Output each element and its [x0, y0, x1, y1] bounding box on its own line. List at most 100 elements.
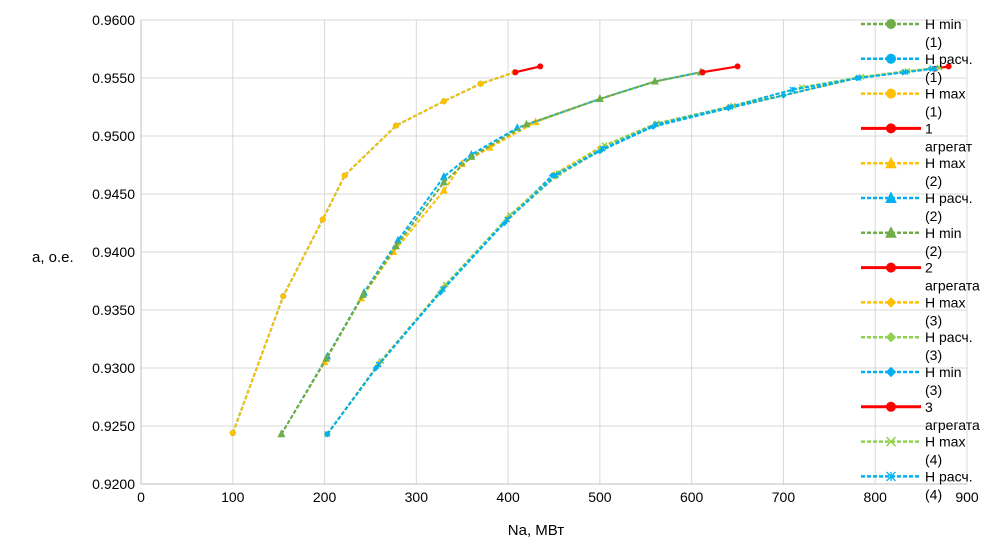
data-point [322, 354, 331, 362]
legend-label: H max [925, 294, 965, 310]
legend-marker [886, 88, 896, 99]
legend-label: H расч. [925, 51, 973, 67]
series-6 [277, 67, 705, 438]
data-point [855, 75, 862, 81]
legend-label: 2 [925, 260, 933, 276]
legend-label: H max [925, 434, 965, 450]
data-point [440, 177, 448, 186]
legend-label: (3) [925, 347, 942, 363]
x-tick-label: 0 [137, 489, 145, 505]
x-tick-label: 900 [955, 489, 979, 505]
legend-label: H min [925, 225, 962, 241]
legend-label: агрегат [925, 138, 973, 154]
data-point [439, 286, 446, 293]
legend-label: (1) [925, 69, 942, 85]
data-point [341, 172, 348, 179]
x-tick-label: 800 [864, 489, 888, 505]
x-tick-label: 500 [588, 489, 612, 505]
data-point [375, 361, 382, 368]
legend-marker [886, 401, 896, 412]
data-point [229, 429, 236, 436]
legend-marker [885, 191, 897, 203]
legend-entry: H min (3) [861, 364, 962, 398]
legend-entry: H расч. (3) [861, 329, 973, 363]
legend-label: (4) [925, 486, 942, 502]
legend-entry: H max (4) [861, 434, 965, 468]
y-axis-title: a, o.e. [32, 249, 74, 266]
legend-marker [885, 226, 897, 238]
data-point [440, 98, 447, 105]
legend-label: агрегата [925, 278, 980, 294]
series-line [231, 71, 515, 434]
legend-label: (3) [925, 312, 942, 328]
legend-entry: H расч. (2) [861, 190, 973, 224]
data-point [651, 76, 659, 85]
data-point [552, 172, 559, 179]
legend-label: (2) [925, 243, 942, 259]
y-tick-label: 0.9600 [92, 12, 135, 28]
y-tick-label: 0.9550 [92, 70, 135, 86]
legend-entry: 3 агрегата [861, 399, 980, 433]
y-tick-label: 0.9200 [92, 476, 135, 492]
y-tick-label: 0.9450 [92, 186, 135, 202]
data-point [945, 63, 952, 70]
data-point [734, 63, 741, 70]
legend-label: (1) [925, 34, 942, 50]
legend-label: (2) [925, 208, 942, 224]
y-tick-label: 0.9400 [92, 244, 135, 260]
data-point [727, 104, 734, 110]
legend-label: 1 [925, 120, 933, 136]
data-point [504, 216, 511, 223]
data-point [477, 80, 484, 87]
legend-entry: 2 агрегата [861, 260, 980, 294]
data-point [440, 185, 448, 194]
data-point [596, 94, 604, 102]
y-tick-label: 0.9350 [92, 302, 135, 318]
data-point [789, 86, 796, 93]
data-point [324, 431, 331, 438]
legend-marker [885, 297, 897, 308]
legend-label: H расч. [925, 329, 973, 345]
legend-entry: H min (1) [861, 16, 962, 50]
legend-entry: H расч. (4) [861, 468, 973, 502]
data-point [652, 121, 659, 128]
legend-label: H расч. [925, 468, 973, 484]
data-point [936, 64, 943, 71]
data-point [467, 152, 476, 160]
data-point [512, 69, 519, 76]
data-point [359, 290, 367, 298]
legend-marker [886, 262, 896, 273]
legend-entry: H max (2) [861, 155, 965, 189]
data-point [537, 63, 544, 70]
x-tick-label: 300 [405, 489, 429, 505]
y-tick-label: 0.9250 [92, 418, 135, 434]
series-line [280, 71, 701, 435]
legend-marker [885, 331, 897, 343]
legend-marker [886, 19, 896, 29]
data-point [699, 69, 706, 76]
series-13 [324, 65, 938, 438]
y-tick-label: 0.9300 [92, 360, 135, 376]
data-point [522, 119, 531, 128]
legend-marker [885, 436, 897, 447]
data-point [392, 241, 400, 250]
legend-marker [886, 123, 896, 134]
series-line [515, 65, 541, 74]
legend-marker [885, 156, 897, 169]
legend-label: H max [925, 155, 965, 171]
x-tick-label: 600 [680, 489, 704, 505]
legend-label: H min [925, 364, 962, 380]
legend-label: (1) [925, 104, 942, 120]
series-line [702, 65, 738, 74]
legend-entry: H min (2) [861, 225, 962, 259]
x-axis-title: Na, МВт [508, 522, 565, 539]
series-layer [229, 63, 952, 438]
legend-entry: H max (3) [861, 294, 965, 328]
series-line [326, 67, 936, 435]
y-tick-label: 0.9500 [92, 128, 135, 144]
x-tick-label: 700 [772, 489, 796, 505]
data-point [780, 92, 787, 99]
legend-label: агрегата [925, 417, 980, 433]
